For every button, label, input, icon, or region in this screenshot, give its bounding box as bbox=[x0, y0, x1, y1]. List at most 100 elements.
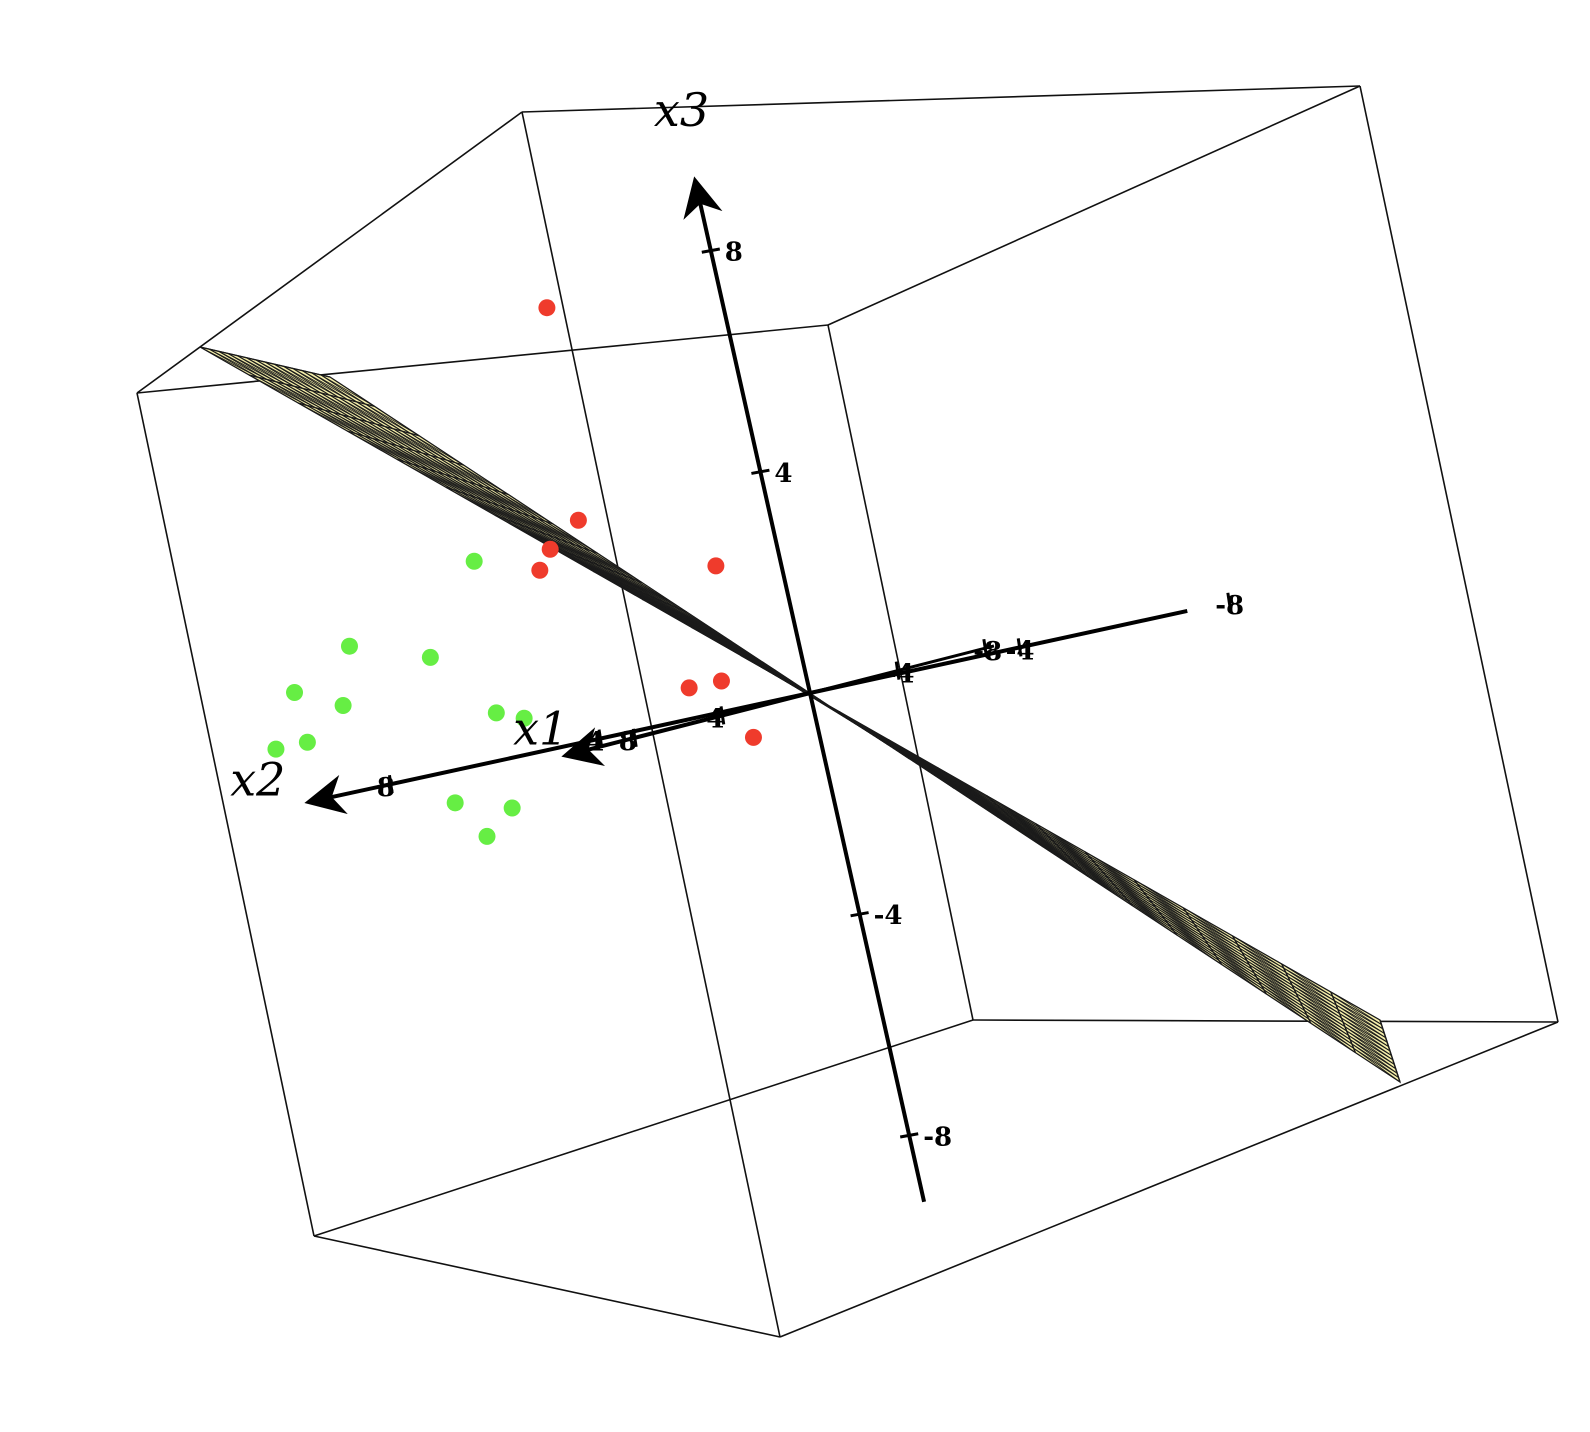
surface-mesh-diagonal bbox=[568, 542, 622, 575]
x3-axis-negative bbox=[808, 692, 927, 1203]
surface-mesh-diagonal bbox=[990, 798, 1044, 832]
surface-mesh-diagonal bbox=[1215, 956, 1265, 991]
surface-mesh-diagonal bbox=[1143, 891, 1195, 925]
surface-mesh-diagonal bbox=[531, 528, 587, 561]
surface-mesh-diagonal bbox=[306, 405, 365, 437]
x3-tick-label: -4 bbox=[874, 901, 903, 931]
box-edge bbox=[827, 85, 1361, 326]
surface-mesh-diagonal bbox=[1014, 820, 1066, 855]
surface-mesh-diagonal bbox=[633, 588, 688, 621]
surface-mesh-diagonal bbox=[959, 785, 1012, 819]
surface-mesh-diagonal bbox=[264, 361, 322, 394]
x1-tick bbox=[631, 728, 638, 748]
surface-mesh-diagonal bbox=[476, 484, 531, 517]
data-point bbox=[298, 733, 316, 751]
surface-mesh-diagonal bbox=[1349, 1039, 1398, 1074]
surface-mesh-diagonal bbox=[514, 510, 569, 543]
surface-mesh-diagonal bbox=[1122, 893, 1172, 928]
surface-mesh-diagonal bbox=[1133, 879, 1187, 913]
surface-mesh-diagonal bbox=[1249, 964, 1299, 999]
surface-mesh-diagonal bbox=[332, 412, 390, 444]
x3-tick bbox=[850, 911, 869, 918]
surface-mesh-diagonal bbox=[246, 357, 304, 389]
surface-mesh-diagonal bbox=[227, 353, 286, 385]
surface-mesh-diagonal bbox=[613, 571, 667, 604]
surface-mesh-diagonal bbox=[422, 452, 477, 485]
data-point bbox=[487, 704, 505, 722]
surface-mesh-diagonal bbox=[199, 346, 259, 378]
surface-mesh-diagonal bbox=[998, 806, 1051, 840]
surface-mesh-diagonal bbox=[1304, 1010, 1353, 1045]
surface-mesh-diagonal bbox=[275, 381, 334, 413]
surface-mesh-diagonal bbox=[693, 623, 746, 656]
surface-mesh-diagonal bbox=[620, 573, 674, 607]
surface-mesh-line bbox=[1330, 991, 1357, 1053]
surface-mesh-diagonal bbox=[1330, 991, 1382, 1025]
surface-mesh-diagonal bbox=[1213, 952, 1262, 986]
surface-mesh-diagonal bbox=[1118, 889, 1169, 924]
surface-mesh-diagonal bbox=[1199, 931, 1250, 966]
x3-tick bbox=[701, 247, 721, 254]
box-edge bbox=[136, 392, 315, 1237]
surface-mesh-diagonal bbox=[599, 573, 656, 606]
surface-mesh-diagonal bbox=[356, 401, 411, 434]
surface-mesh-diagonal bbox=[266, 379, 325, 411]
surface-mesh-diagonal bbox=[1337, 1008, 1388, 1043]
surface-mesh-diagonal bbox=[537, 518, 591, 551]
surface-mesh-diagonal bbox=[1002, 809, 1055, 843]
surface-mesh-diagonal bbox=[1253, 972, 1303, 1007]
box-edge bbox=[136, 324, 829, 394]
box-edge bbox=[521, 85, 1361, 113]
surface-mesh-diagonal bbox=[468, 481, 523, 514]
surface-mesh-diagonal bbox=[653, 597, 707, 630]
box-edge bbox=[972, 1019, 1559, 1023]
surface-mesh-diagonal bbox=[1251, 968, 1301, 1003]
surface-mesh-diagonal bbox=[446, 459, 501, 493]
surface-mesh-diagonal bbox=[888, 739, 943, 772]
x3-tick bbox=[751, 468, 770, 475]
surface-mesh-line bbox=[1035, 823, 1089, 877]
surface-mesh-diagonal bbox=[906, 753, 960, 786]
surface-mesh-diagonal bbox=[460, 492, 518, 524]
surface-mesh-diagonal bbox=[283, 365, 339, 398]
surface-mesh-diagonal bbox=[347, 430, 405, 463]
surface-mesh-diagonal bbox=[452, 476, 508, 509]
surface-mesh-diagonal bbox=[1149, 899, 1200, 933]
surface-mesh-diagonal bbox=[1083, 872, 1133, 907]
surface-mesh-diagonal bbox=[1125, 897, 1175, 932]
surface-mesh-diagonal bbox=[1161, 915, 1211, 949]
surface-mesh-diagonal bbox=[972, 795, 1024, 830]
x2-neg-tick bbox=[1226, 592, 1233, 612]
surface-mesh-diagonal bbox=[499, 505, 554, 538]
surface-mesh-diagonal bbox=[1030, 835, 1081, 870]
surface-mesh-diagonal bbox=[320, 392, 377, 425]
data-point bbox=[334, 696, 352, 714]
surface-mesh-diagonal bbox=[315, 407, 373, 439]
surface-mesh-diagonal bbox=[349, 416, 406, 449]
surface-mesh-diagonal bbox=[589, 550, 643, 583]
surface-mesh-diagonal bbox=[1293, 989, 1344, 1023]
surface-mesh-diagonal bbox=[1300, 1001, 1349, 1036]
surface-mesh-diagonal bbox=[1237, 943, 1289, 977]
x2-axis-title: x2 bbox=[230, 752, 285, 806]
surface-mesh-diagonal bbox=[1039, 843, 1089, 877]
surface-mesh-diagonal bbox=[1348, 1034, 1396, 1070]
surface-mesh-diagonal bbox=[718, 635, 771, 668]
surface-mesh-diagonal bbox=[582, 547, 636, 581]
data-point bbox=[478, 827, 496, 845]
surface-mesh-diagonal bbox=[293, 385, 351, 418]
surface-mesh-diagonal bbox=[1115, 886, 1166, 920]
surface-mesh-diagonal bbox=[1146, 895, 1198, 929]
data-point bbox=[446, 794, 464, 812]
surface-mesh-diagonal bbox=[1076, 864, 1126, 899]
surface-mesh-diagonal bbox=[1185, 911, 1238, 945]
surface-mesh-diagonal bbox=[1072, 860, 1123, 895]
surface-mesh-diagonal bbox=[585, 559, 641, 593]
x2-tick-label: 4 bbox=[586, 728, 604, 758]
surface-mesh-diagonal bbox=[1194, 923, 1245, 957]
surface-mesh-diagonal bbox=[1351, 1043, 1399, 1078]
surface-mesh-diagonal bbox=[1080, 868, 1130, 903]
surface-mesh-diagonal bbox=[380, 440, 437, 473]
surface-mesh-diagonal bbox=[606, 568, 661, 601]
